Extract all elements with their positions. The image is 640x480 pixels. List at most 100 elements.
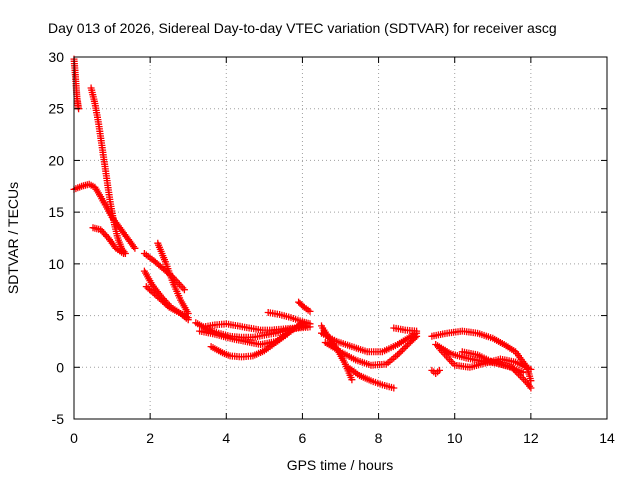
data-point: [474, 351, 495, 365]
data-point: [184, 310, 192, 317]
y-tick-label: 20: [48, 152, 64, 168]
data-point: [458, 327, 479, 337]
data-point: [140, 267, 155, 287]
data-point: [97, 193, 109, 209]
chart-title: Day 013 of 2026, Sidereal Day-to-day VTE…: [48, 20, 557, 36]
data-point: [504, 362, 525, 376]
data-point: [409, 330, 419, 339]
series-arc14: [295, 298, 314, 315]
series-arc13: [264, 309, 314, 328]
data-point: [241, 337, 262, 348]
data-point: [348, 376, 356, 384]
data-point: [333, 337, 354, 350]
x-tick-label: 8: [375, 430, 383, 446]
data-point: [527, 365, 535, 373]
data-point: [436, 366, 443, 374]
data-point: [219, 349, 232, 359]
data-point: [519, 369, 527, 376]
data-point: [474, 329, 495, 342]
y-tick-label: 25: [48, 101, 64, 117]
data-point: [272, 332, 289, 346]
data-point: [390, 324, 407, 334]
data-point: [161, 258, 176, 284]
data-point: [180, 286, 188, 294]
series-arc12: [207, 330, 291, 361]
data-point: [382, 352, 400, 368]
data-point: [154, 293, 171, 310]
data-point: [142, 283, 160, 299]
data-point: [116, 224, 130, 240]
data-point: [264, 309, 281, 318]
data-point: [169, 279, 184, 302]
series-arc23: [436, 345, 535, 373]
data-point: [97, 226, 111, 240]
data-point: [306, 307, 314, 315]
data-point: [165, 303, 183, 316]
data-point: [245, 324, 262, 334]
series-arc17: [321, 332, 421, 369]
data-point: [378, 342, 399, 356]
data-point: [104, 234, 119, 251]
data-point: [123, 234, 138, 251]
data-point: [222, 320, 239, 329]
x-tick-label: 4: [222, 430, 230, 446]
data-point: [295, 298, 307, 310]
plot-frame: [73, 56, 608, 420]
data-point: [234, 322, 251, 332]
data-point: [394, 332, 415, 348]
data-point: [184, 316, 192, 324]
data-point: [91, 183, 103, 199]
data-point: [177, 296, 191, 316]
x-tick-label: 10: [447, 430, 463, 446]
x-tick-label: 2: [146, 430, 154, 446]
series-arc20: [428, 366, 443, 377]
data-point: [405, 334, 419, 347]
data-point: [390, 384, 398, 392]
data-point: [102, 203, 115, 219]
axis-ticks: 0 2 4 6 8 10 12 14 -5 0 5 10 15 20 25 30: [48, 49, 615, 446]
series-arc7: [154, 239, 192, 317]
data-point: [71, 69, 80, 90]
data-point: [356, 372, 373, 384]
series-arc3: [70, 180, 139, 252]
y-tick-label: -5: [52, 411, 65, 427]
x-tick-label: 0: [70, 430, 78, 446]
x-tick-label: 6: [299, 430, 307, 446]
series-arc24: [458, 348, 527, 376]
data-point: [394, 341, 411, 359]
data-point: [489, 334, 506, 347]
data-point: [148, 281, 164, 299]
data-point: [352, 356, 373, 368]
data-point: [99, 146, 110, 178]
data-point: [523, 379, 534, 390]
data-point: [249, 348, 266, 360]
data-point: [318, 329, 338, 344]
data-point: [211, 320, 228, 329]
data-point: [102, 172, 114, 203]
data-point: [131, 244, 139, 252]
y-axis-label: SDTVAR / TECUs: [5, 182, 21, 294]
series-arc19: [390, 324, 421, 335]
data-point: [367, 377, 384, 388]
x-tick-label: 12: [523, 430, 539, 446]
data-point: [378, 381, 395, 391]
data-point: [91, 100, 102, 126]
data-points: [70, 55, 535, 392]
data-point: [512, 358, 533, 372]
data-point: [95, 120, 106, 152]
data-point: [306, 320, 314, 328]
data-point: [300, 303, 312, 314]
series-arc18: [344, 363, 398, 392]
y-tick-label: 10: [48, 256, 64, 272]
y-tick-label: 5: [56, 308, 64, 324]
data-point: [260, 340, 278, 355]
y-tick-label: 15: [48, 204, 64, 220]
data-point: [112, 244, 126, 256]
data-point: [154, 239, 168, 264]
x-axis-label: GPS time / hours: [287, 457, 394, 473]
data-point: [207, 343, 225, 356]
data-point: [428, 366, 438, 376]
data-point: [283, 330, 291, 338]
data-point: [321, 339, 343, 355]
